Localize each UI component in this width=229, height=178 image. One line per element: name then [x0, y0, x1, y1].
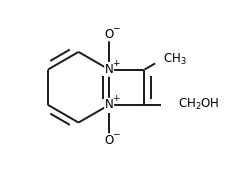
Text: CH$_2$OH: CH$_2$OH	[177, 97, 219, 112]
Text: O: O	[104, 28, 113, 41]
Text: −: −	[111, 129, 119, 138]
Text: +: +	[111, 94, 119, 103]
Text: N: N	[104, 98, 113, 111]
Text: CH$_3$: CH$_3$	[162, 51, 186, 67]
Text: +: +	[111, 59, 119, 68]
Text: O: O	[104, 134, 113, 147]
Text: −: −	[111, 23, 119, 32]
Text: N: N	[104, 63, 113, 76]
